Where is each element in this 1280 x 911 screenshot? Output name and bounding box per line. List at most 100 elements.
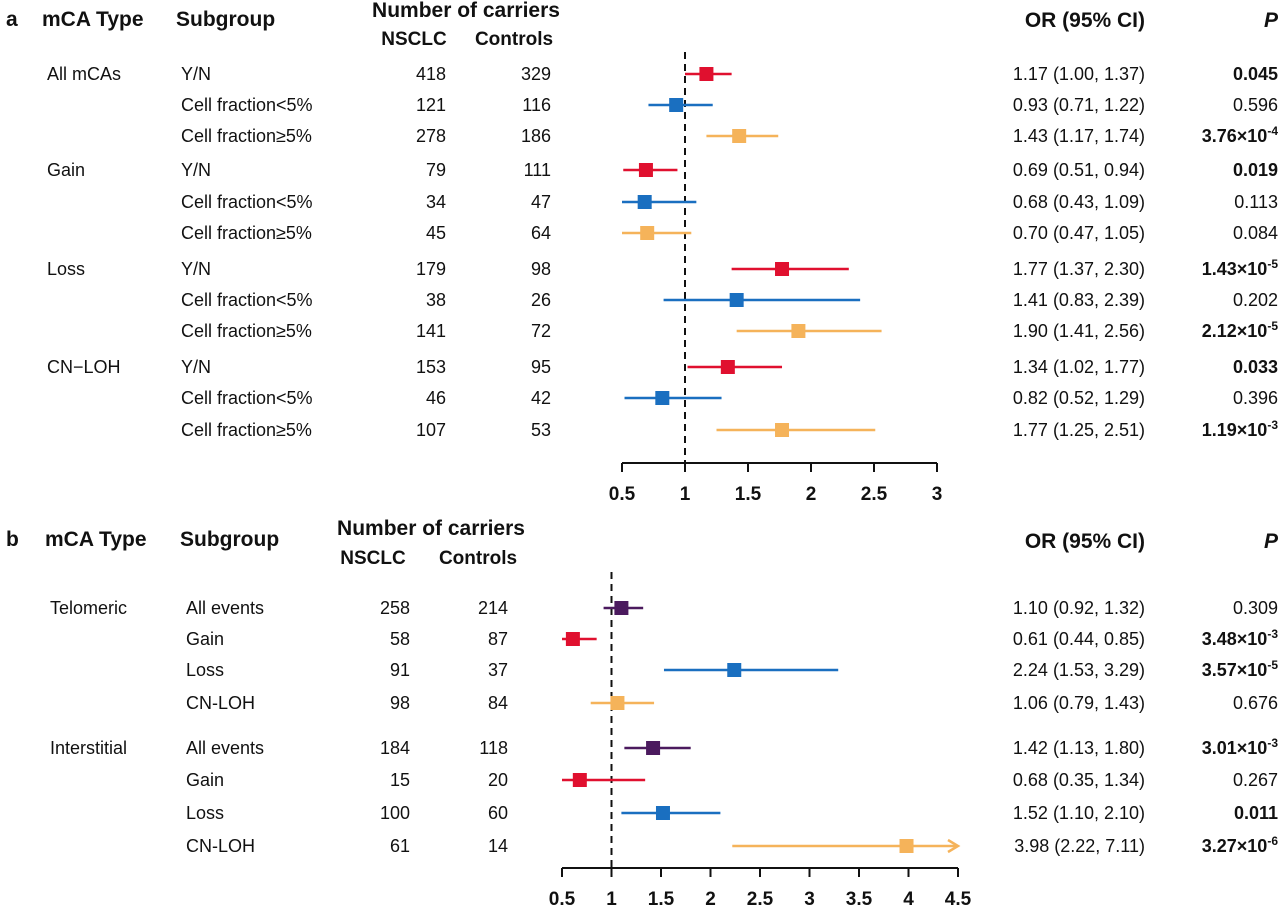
row: Gain 58 87 0.61 (0.44, 0.85) 3.48×10-3	[186, 627, 1278, 649]
row-nsclc-count: 179	[416, 259, 446, 279]
row: Cell fraction≥5% 278 186 1.43 (1.17, 1.74) 3…	[181, 124, 1278, 146]
row-subgroup: Loss	[186, 660, 224, 680]
x-tick-label: 0.5	[609, 484, 636, 505]
p-value-mantissa: 0.309	[1233, 598, 1278, 618]
row-p-value: 1.43×10-5	[1202, 257, 1279, 279]
row: All mCAs Y/N 418 329 1.17 (1.00, 1.37) 0.045	[47, 64, 1278, 84]
header-subgroup: Subgroup	[180, 528, 279, 551]
row-controls-count: 37	[488, 660, 508, 680]
row-p-value: 0.033	[1233, 357, 1278, 377]
or-point	[640, 226, 655, 240]
row-nsclc-count: 61	[390, 836, 410, 856]
header-or-ci: OR (95% CI)	[1025, 530, 1145, 553]
row-controls-count: 64	[531, 223, 551, 243]
row-controls-count: 95	[531, 357, 551, 377]
row-p-value: 0.676	[1233, 693, 1278, 713]
row-or-ci-text: 1.52 (1.10, 2.10)	[1013, 803, 1145, 823]
p-value-exponent: -5	[1267, 257, 1278, 271]
row-controls-count: 329	[521, 64, 551, 84]
row-subgroup: Gain	[186, 770, 224, 790]
header-controls: Controls	[475, 29, 553, 50]
row-nsclc-count: 100	[380, 803, 410, 823]
header-p: P	[1264, 530, 1279, 553]
x-tick-label: 2	[806, 484, 817, 505]
row-p-value: 3.57×10-5	[1202, 658, 1279, 680]
row-p-value: 3.76×10-4	[1202, 124, 1279, 146]
p-value-mantissa: 0.113	[1234, 192, 1278, 212]
row-subgroup: Cell fraction<5%	[181, 388, 313, 408]
row-p-value: 0.267	[1233, 770, 1278, 790]
row-p-value: 0.084	[1233, 223, 1278, 243]
p-value-exponent: -3	[1267, 418, 1278, 432]
x-tick-label: 1.5	[735, 484, 762, 505]
row-nsclc-count: 91	[390, 660, 410, 680]
p-value-mantissa: 3.27×10	[1202, 836, 1268, 856]
or-point	[669, 98, 684, 112]
row-subgroup: Cell fraction≥5%	[181, 223, 312, 243]
p-value-mantissa: 3.57×10	[1202, 660, 1268, 680]
header-subgroup: Subgroup	[176, 8, 275, 31]
row-p-value: 0.309	[1233, 598, 1278, 618]
x-tick-label: 1	[606, 889, 617, 910]
row-subgroup: Loss	[186, 803, 224, 823]
row-or-ci-text: 0.61 (0.44, 0.85)	[1013, 629, 1145, 649]
row-or-ci-text: 1.06 (0.79, 1.43)	[1013, 693, 1145, 713]
row-controls-count: 53	[531, 420, 551, 440]
row-controls-count: 98	[531, 259, 551, 279]
p-value-mantissa: 2.12×10	[1202, 321, 1268, 341]
p-value-mantissa: 0.045	[1233, 64, 1278, 84]
row-controls-count: 186	[521, 126, 551, 146]
panel-b: b mCA Type Subgroup Number of carriers NSCLC…	[6, 517, 1279, 910]
row-p-value: 0.396	[1233, 388, 1278, 408]
panel-a: a mCA Type Subgroup Number of carriers NSCLC…	[6, 0, 1279, 505]
row-or-ci-text: 1.41 (0.83, 2.39)	[1013, 290, 1145, 310]
header-number-of-carriers: Number of carriers	[372, 0, 560, 22]
row-p-value: 0.045	[1233, 64, 1278, 84]
or-point	[610, 696, 625, 710]
p-value-mantissa: 3.01×10	[1202, 738, 1268, 758]
x-tick-label: 2	[705, 889, 716, 910]
p-value-mantissa: 0.396	[1233, 388, 1278, 408]
row-or-ci-text: 0.68 (0.43, 1.09)	[1013, 192, 1145, 212]
x-tick-label: 3.5	[846, 889, 873, 910]
row-nsclc-count: 46	[426, 388, 446, 408]
x-tick-label: 4	[903, 889, 914, 910]
row-p-value: 0.202	[1233, 290, 1278, 310]
row-nsclc-count: 45	[426, 223, 446, 243]
header-nsclc: NSCLC	[381, 29, 447, 50]
row-controls-count: 87	[488, 629, 508, 649]
x-tick-label: 1.5	[648, 889, 675, 910]
row-p-value: 0.113	[1234, 192, 1278, 212]
row-or-ci-text: 1.43 (1.17, 1.74)	[1013, 126, 1145, 146]
row-subgroup: CN-LOH	[186, 693, 255, 713]
row-or-ci-text: 0.69 (0.51, 0.94)	[1013, 160, 1145, 180]
p-value-mantissa: 0.202	[1233, 290, 1278, 310]
p-value-exponent: -5	[1267, 658, 1278, 672]
row-or-ci-text: 0.68 (0.35, 1.34)	[1013, 770, 1145, 790]
row-or-ci-text: 1.10 (0.92, 1.32)	[1013, 598, 1145, 618]
row-p-value: 3.01×10-3	[1202, 736, 1279, 758]
row-or-ci-text: 1.17 (1.00, 1.37)	[1013, 64, 1145, 84]
x-tick-label: 3	[804, 889, 815, 910]
x-tick-label: 2.5	[861, 484, 888, 505]
or-point	[655, 806, 670, 820]
row-controls-count: 14	[488, 836, 508, 856]
row-nsclc-count: 98	[390, 693, 410, 713]
p-value-mantissa: 0.676	[1233, 693, 1278, 713]
header-mca-type: mCA Type	[45, 528, 147, 551]
p-value-exponent: -3	[1267, 627, 1278, 641]
p-value-mantissa: 0.019	[1233, 160, 1278, 180]
row-mca-type: CN−LOH	[47, 357, 121, 377]
row-controls-count: 26	[531, 290, 551, 310]
row-nsclc-count: 38	[426, 290, 446, 310]
row-nsclc-count: 278	[416, 126, 446, 146]
row: CN-LOH 61 14 3.98 (2.22, 7.11) 3.27×10-6	[186, 834, 1278, 856]
row-or-ci-text: 1.77 (1.37, 2.30)	[1013, 259, 1145, 279]
row: Interstitial All events 184 118 1.42 (1.13, …	[50, 736, 1278, 758]
x-tick-label: 3	[932, 484, 943, 505]
row-controls-count: 72	[531, 321, 551, 341]
row-subgroup: Cell fraction<5%	[181, 290, 313, 310]
row-p-value: 0.019	[1233, 160, 1278, 180]
row: Loss 91 37 2.24 (1.53, 3.29) 3.57×10-5	[186, 658, 1278, 680]
